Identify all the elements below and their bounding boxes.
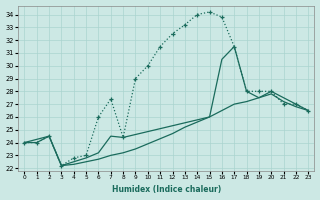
X-axis label: Humidex (Indice chaleur): Humidex (Indice chaleur) xyxy=(112,185,221,194)
